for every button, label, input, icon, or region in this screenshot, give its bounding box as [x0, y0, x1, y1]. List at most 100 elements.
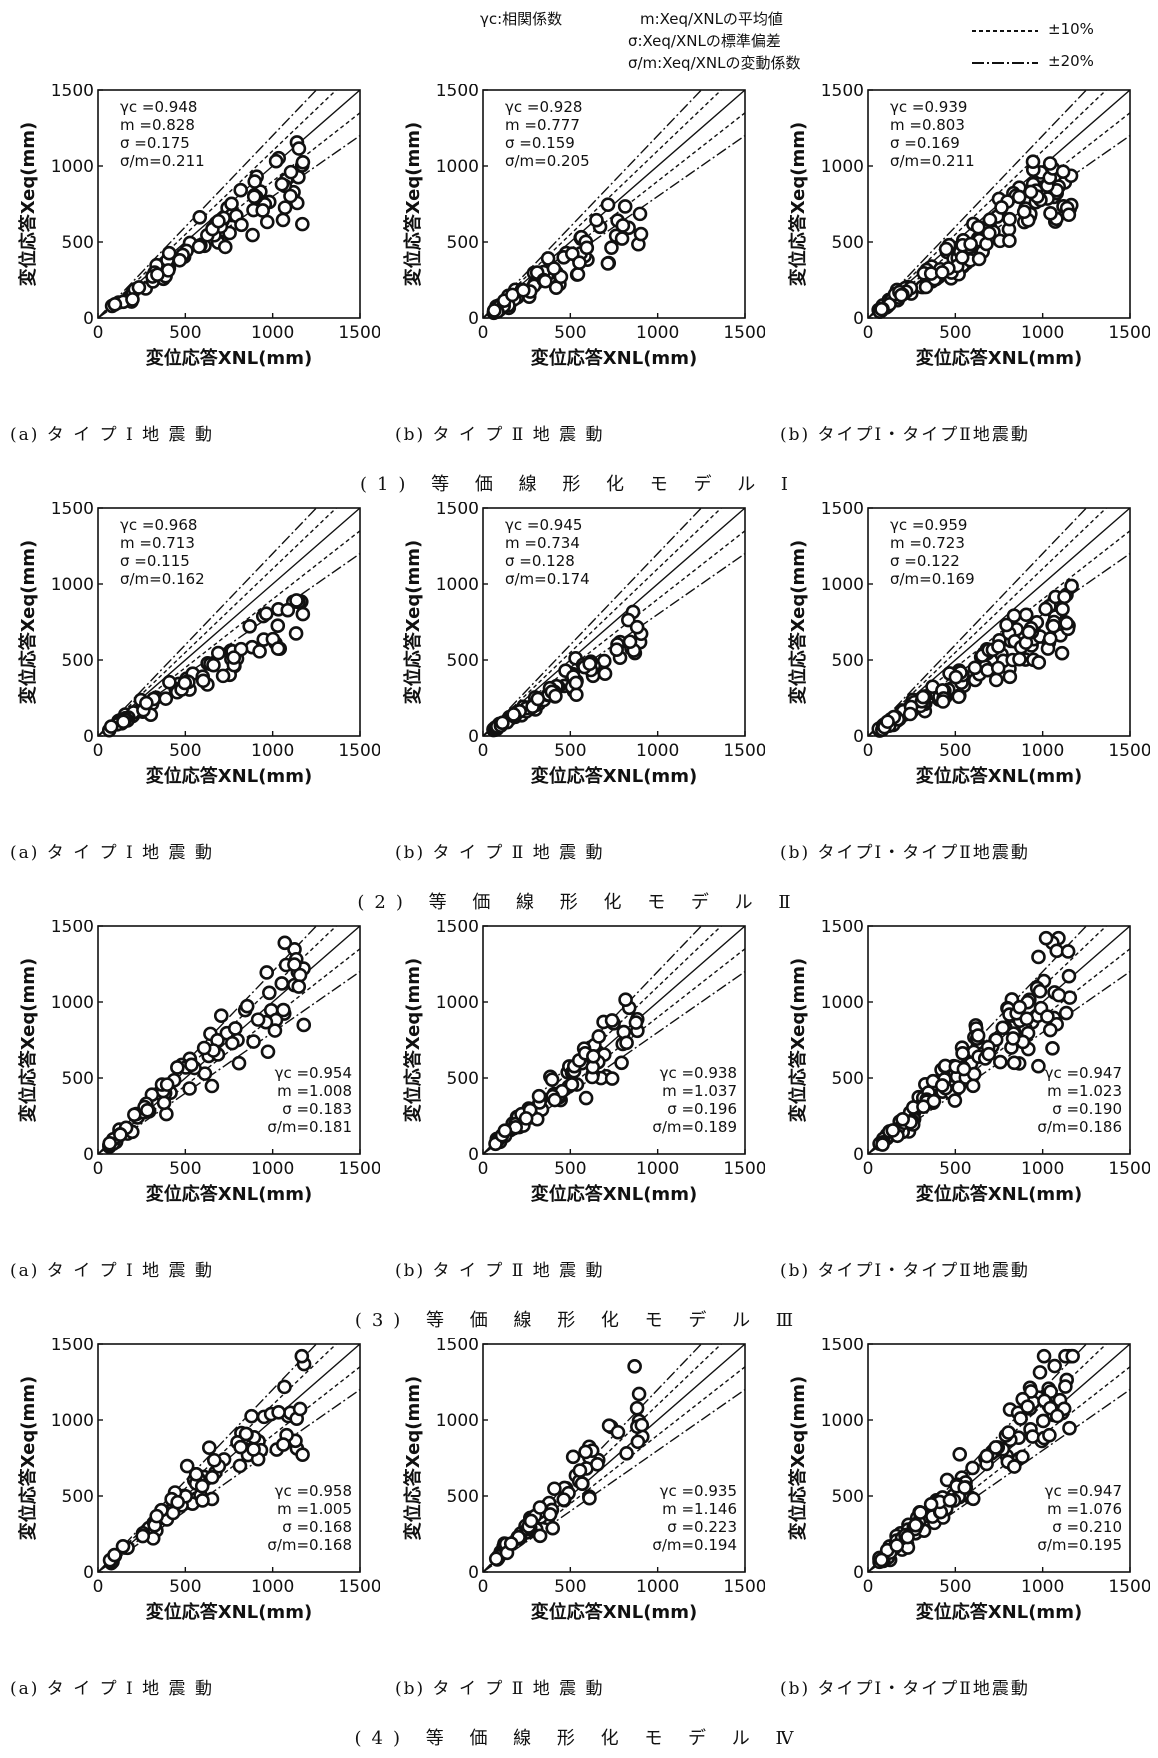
x-axis-label: 変位応答XNL(mm): [146, 1601, 312, 1623]
scatter-chart: 00 500 500 1000 1000 1500 1500 変位応答XNL(mm) 変位応答X…: [17, 1338, 380, 1623]
data-point: [288, 626, 304, 641]
scatter-chart: 00 500 500 1000 1000 1500 1500 変位応答XNL(mm) 変位応答X…: [17, 84, 380, 369]
scatter-panel-1-2: 0 0 500 500 1000 1000 1500 1500 変位応答XNL(mm) 変位応答X…: [385, 84, 765, 504]
scatter-chart: 00 500 500 1000 1000 1500 1500 変位応答XNL(mm) 変位応答X…: [17, 502, 380, 787]
data-point: [628, 1015, 644, 1030]
data-point: [618, 992, 633, 1007]
x-tick-label: 1000: [636, 323, 679, 343]
legend-dashed-label: ±10%: [1048, 20, 1094, 38]
data-point: [270, 641, 286, 656]
data-point: [192, 210, 208, 225]
data-point: [1042, 1022, 1058, 1038]
y-tick-label: 1000: [821, 1411, 864, 1431]
data-point: [913, 1505, 928, 1520]
data-point: [614, 1055, 629, 1071]
data-point: [885, 1123, 901, 1138]
data-point: [1049, 1408, 1065, 1424]
data-point: [622, 634, 638, 650]
data-point: [195, 673, 211, 689]
data-point: [993, 1054, 1008, 1070]
x-tick-label: 1000: [636, 1577, 679, 1597]
y-tick-label: 0: [853, 309, 864, 329]
data-point: [271, 1404, 286, 1420]
scatter-chart: 00 500 500 1000 1000 1500 1500 変位応答XNL(mm) 変位応答X…: [402, 1338, 765, 1623]
data-point: [140, 1102, 155, 1118]
scatter-chart: 00 500 500 1000 1000 1500 1500 変位応答XNL(mm) 変位応答X…: [787, 1338, 1150, 1623]
y-axis-label: 変位応答Xeq(mm): [17, 122, 39, 286]
data-point: [213, 1008, 229, 1023]
data-point: [1042, 1427, 1057, 1443]
data-point: [1057, 589, 1072, 605]
stat-sigma: σ =0.169: [890, 134, 960, 152]
data-point: [1002, 211, 1017, 227]
reference-line-plus20: [868, 90, 1088, 318]
data-point: [1006, 608, 1022, 624]
data-point: [1006, 1055, 1022, 1071]
data-point: [295, 155, 311, 170]
data-point: [600, 197, 616, 213]
y-tick-label: 1500: [436, 1338, 479, 1355]
data-point: [262, 985, 277, 1001]
stat-m: m =0.777: [505, 116, 580, 134]
y-tick-label: 1500: [821, 502, 864, 519]
x-tick-label: 500: [169, 1159, 201, 1179]
legend-dashdot-line: [972, 62, 1038, 64]
x-axis-label: 変位応答XNL(mm): [146, 1183, 312, 1205]
x-tick-label: 1500: [338, 741, 380, 761]
scatter-panel-4-2: 0 0 500 500 1000 1000 1500 1500 変位応答XNL(mm) 変位応答X…: [385, 1338, 765, 1758]
stat-m: m =1.076: [1047, 1500, 1122, 1518]
data-point: [988, 1440, 1004, 1455]
reference-line-plus10: [483, 1344, 723, 1572]
data-point: [1059, 615, 1074, 631]
data-point: [615, 218, 631, 233]
scatter-panel-4-1: 0 0 500 500 1000 1000 1500 1500 変位応答XNL(mm) 変位応答X…: [0, 1338, 380, 1758]
data-point: [634, 1417, 650, 1433]
data-point: [1020, 1399, 1035, 1414]
data-point: [195, 1493, 210, 1508]
data-point: [970, 219, 986, 235]
x-tick-label: 500: [554, 323, 586, 343]
data-point: [495, 715, 510, 731]
x-tick-label: 1500: [1108, 1159, 1150, 1179]
data-point: [258, 606, 274, 622]
x-tick-label: 1000: [251, 1577, 294, 1597]
stat-m: m =1.005: [277, 1500, 352, 1518]
y-tick-label: 1500: [821, 920, 864, 937]
data-point: [880, 714, 895, 729]
x-tick-label: 0: [863, 1159, 874, 1179]
data-point: [532, 1500, 548, 1515]
y-tick-label: 500: [832, 1069, 864, 1089]
data-point: [530, 691, 546, 707]
reference-line-plus20: [98, 90, 318, 318]
data-point: [232, 1458, 248, 1474]
data-point: [923, 1496, 939, 1512]
data-point: [276, 1437, 291, 1452]
y-axis-label: 変位応答Xeq(mm): [402, 122, 424, 286]
data-point: [578, 1444, 593, 1460]
data-point: [107, 297, 123, 312]
data-point: [590, 1457, 605, 1472]
data-point: [1064, 578, 1079, 594]
y-tick-label: 1000: [436, 575, 479, 595]
y-axis-label: 変位応答Xeq(mm): [402, 540, 424, 704]
data-point: [296, 1017, 312, 1033]
data-point: [991, 639, 1006, 654]
data-point: [267, 1023, 283, 1038]
data-point: [250, 1012, 266, 1027]
reference-line-1to1: [483, 508, 745, 736]
x-axis-label: 変位応答XNL(mm): [916, 1183, 1082, 1205]
x-tick-label: 1500: [1108, 1577, 1150, 1597]
plot-frame: [482, 1343, 746, 1573]
data-point: [948, 669, 964, 685]
x-axis-label: 変位応答XNL(mm): [916, 1601, 1082, 1623]
stat-gamma-c: γc =0.958: [275, 1482, 352, 1500]
x-tick-label: 500: [554, 741, 586, 761]
data-point: [247, 174, 263, 189]
data-point: [995, 1020, 1011, 1036]
legend-dashdot-label: ±20%: [1048, 52, 1094, 70]
data-point: [547, 1481, 562, 1497]
panel-caption: (a) タ イ プ Ⅰ 地 震 動: [10, 843, 214, 863]
data-point: [259, 214, 275, 230]
data-point: [1062, 1420, 1077, 1436]
data-point: [291, 979, 307, 994]
